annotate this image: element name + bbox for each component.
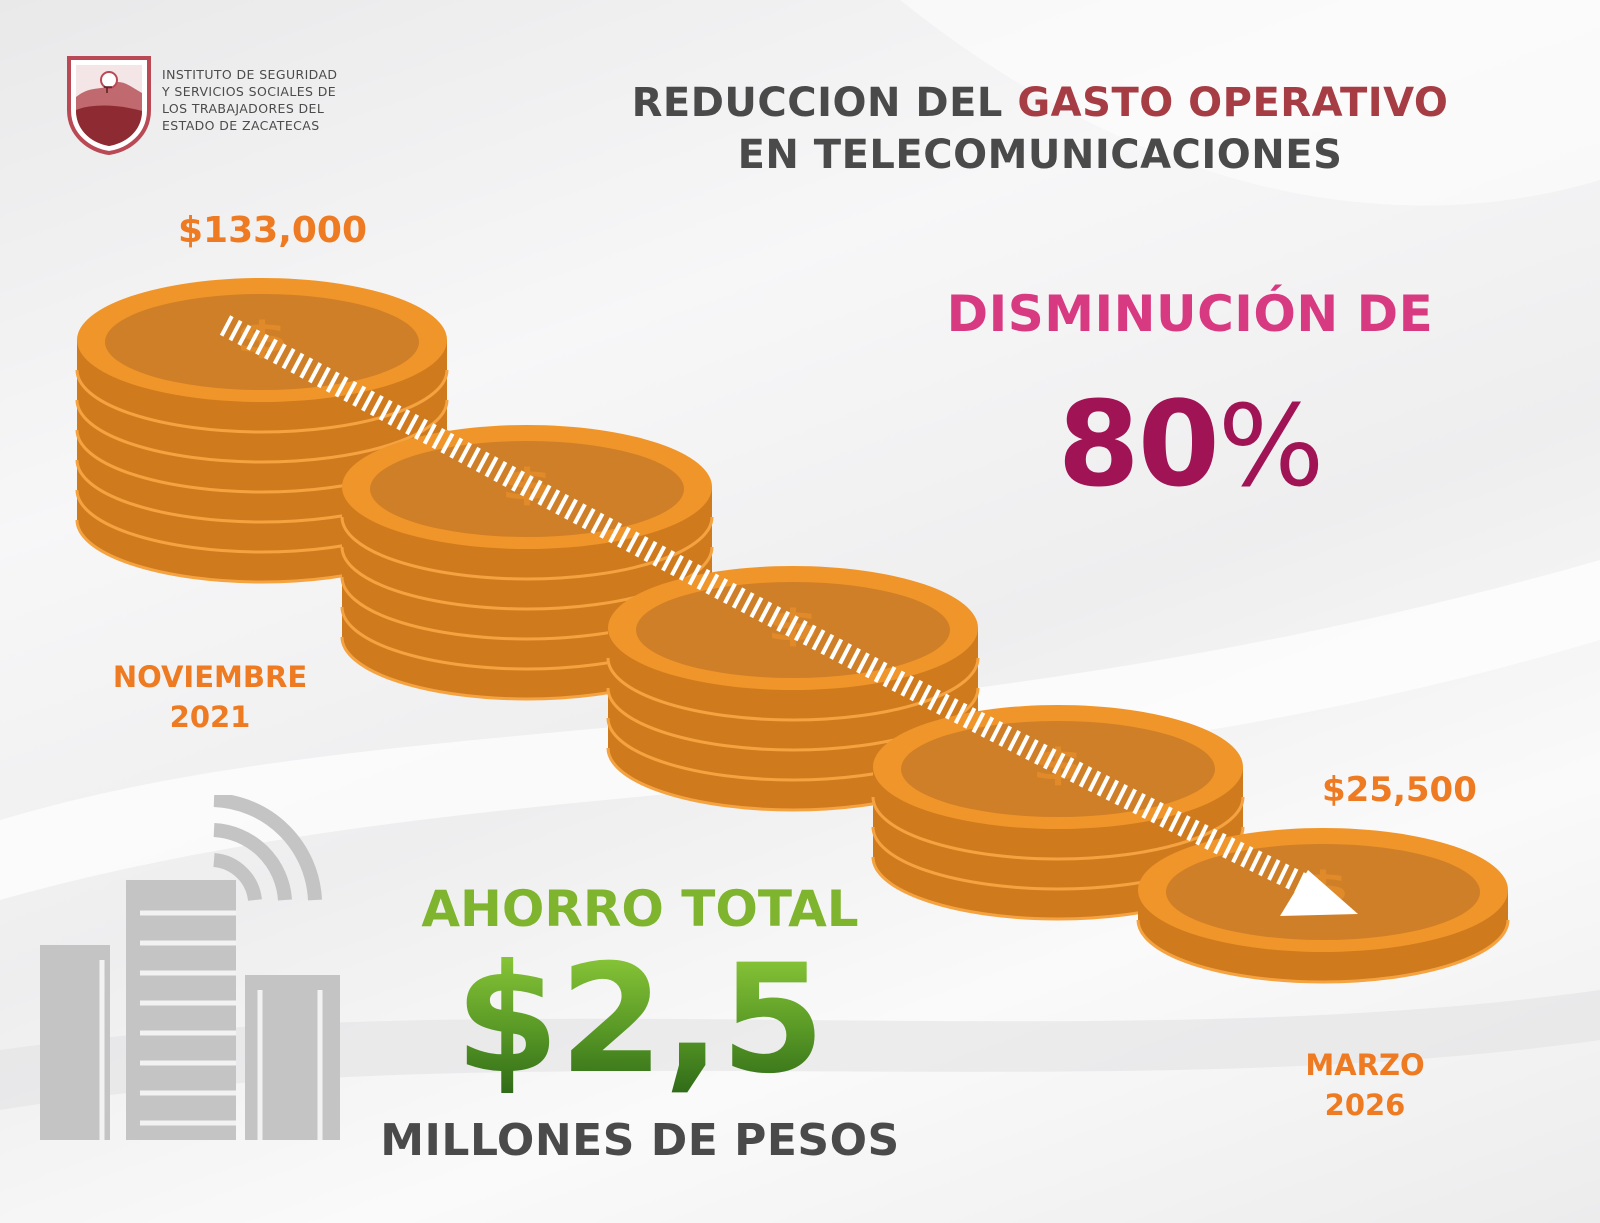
end-amount: $25,500 — [1322, 770, 1477, 810]
building-signal-icon — [40, 795, 340, 1140]
institution-line: LOS TRABAJADORES DEL — [162, 101, 325, 116]
end-date: MARZO 2026 — [1290, 1045, 1440, 1125]
savings-label: AHORRO TOTAL — [421, 880, 859, 938]
page-title: REDUCCION DEL GASTO OPERATIVO — [560, 80, 1520, 126]
title-accent: GASTO OPERATIVO — [1017, 80, 1449, 126]
start-month: NOVIEMBRE — [112, 660, 308, 694]
institution-name: INSTITUTO DE SEGURIDAD Y SERVICIOS SOCIA… — [162, 66, 337, 134]
end-month: MARZO — [1305, 1048, 1425, 1082]
institution-line: Y SERVICIOS SOCIALES DE — [162, 84, 337, 99]
savings-unit: MILLONES DE PESOS — [380, 1115, 900, 1166]
institution-line: ESTADO DE ZACATECAS — [162, 118, 320, 133]
reduction-label: DISMINUCIÓN DE — [946, 285, 1434, 343]
start-amount: $133,000 — [178, 210, 368, 251]
title-prefix: REDUCCION DEL — [631, 80, 1018, 126]
reduction-value: 80% — [1020, 375, 1360, 513]
page-subtitle: EN TELECOMUNICACIONES — [737, 132, 1343, 178]
end-year: 2026 — [1324, 1088, 1406, 1122]
shield-logo-icon — [67, 56, 151, 155]
savings-value: $2,5 — [440, 945, 840, 1095]
institution-line: INSTITUTO DE SEGURIDAD — [162, 67, 338, 82]
start-year: 2021 — [169, 700, 251, 734]
start-date: NOVIEMBRE 2021 — [90, 657, 330, 737]
down-trend-arrow-icon — [219, 315, 1358, 916]
percent-sign: % — [1217, 382, 1324, 512]
reduction-number: 80 — [1057, 375, 1220, 513]
